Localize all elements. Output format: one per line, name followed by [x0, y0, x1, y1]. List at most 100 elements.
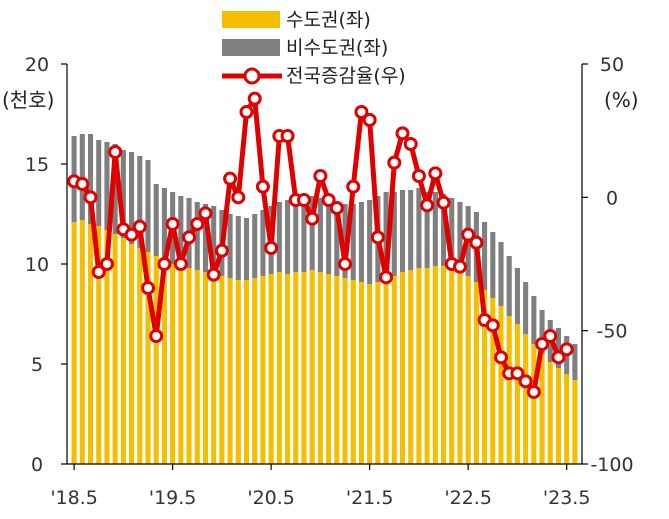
bar-noncapital: [555, 328, 562, 368]
bar-noncapital: [194, 202, 200, 270]
change-rate-point: [264, 241, 279, 255]
right-tick-label: 0: [606, 187, 618, 209]
bar-capital: [514, 324, 520, 464]
change-rate-point: [321, 193, 336, 207]
bar-noncapital: [399, 190, 406, 272]
bar-noncapital: [424, 192, 430, 268]
x-tick-label: '23.5: [543, 487, 591, 509]
bar-noncapital: [227, 214, 233, 278]
bar-noncapital: [506, 256, 512, 316]
change-rate-point: [83, 190, 98, 205]
change-rate-point: [362, 113, 377, 127]
change-rate-point: [526, 385, 541, 399]
bar-noncapital: [523, 282, 529, 334]
change-rate-point: [182, 230, 197, 245]
bar-capital: [334, 276, 340, 464]
bar-noncapital: [309, 196, 315, 270]
right-tick-label: -100: [590, 454, 633, 476]
bar-capital: [235, 280, 241, 464]
change-rate-point: [518, 374, 533, 389]
bar-capital: [252, 278, 258, 464]
change-rate-point: [485, 318, 500, 333]
change-rate-point: [313, 169, 328, 183]
bar-noncapital: [211, 206, 217, 274]
bar-noncapital: [293, 198, 299, 272]
bar-capital: [326, 274, 332, 464]
bar-noncapital: [449, 198, 455, 270]
change-rate-point: [543, 329, 558, 343]
bar-capital: [383, 278, 389, 464]
tick-labels: 0 5 10 15 20 -100 -50 0 50 '18.5 '19.5 '20.5 '21.5 '2…: [25, 54, 634, 509]
change-rate-point: [296, 193, 311, 207]
legend-swatch-capital: [222, 11, 280, 28]
bar-capital: [71, 222, 77, 464]
legend-label-noncapital: 비수도권(좌): [286, 37, 388, 59]
bar-capital: [358, 282, 364, 464]
bar-noncapital: [350, 204, 356, 280]
change-rate-point: [535, 337, 550, 351]
bar-capital: [367, 284, 373, 464]
change-rate-point: [91, 265, 106, 279]
change-rate-point: [420, 198, 435, 213]
bar-noncapital: [243, 218, 250, 280]
change-rate-point: [247, 91, 262, 106]
change-rate-point: [461, 227, 476, 242]
change-rate-point: [403, 137, 418, 151]
change-rate-point: [379, 270, 394, 285]
bar-capital: [120, 238, 126, 464]
bar-capital: [531, 344, 537, 464]
bar-capital: [104, 230, 110, 464]
change-rate-point: [559, 342, 574, 357]
x-tick-label: '18.5: [50, 487, 98, 509]
bar-capital: [342, 278, 348, 464]
bar-capital: [219, 276, 225, 464]
bar-noncapital: [153, 184, 159, 256]
change-rate-point: [255, 179, 270, 194]
bar-capital: [170, 264, 176, 464]
change-rate-point: [329, 201, 344, 215]
bar-noncapital: [498, 242, 504, 306]
bar-capital: [202, 272, 209, 464]
left-tick-label: 15: [25, 154, 49, 176]
bar-noncapital: [276, 202, 282, 272]
bar-noncapital: [96, 140, 102, 226]
bar-noncapital: [334, 202, 340, 276]
bar-capital: [506, 316, 512, 464]
bar-capital: [523, 334, 529, 464]
left-tick-label: 5: [31, 354, 43, 376]
bar-noncapital: [145, 160, 151, 252]
bar-capital: [145, 252, 151, 464]
change-rate-point: [346, 179, 361, 194]
change-rate-point: [132, 219, 147, 234]
bar-capital: [440, 266, 447, 464]
bar-capital: [424, 268, 430, 464]
legend-swatch-noncapital: [222, 39, 280, 56]
right-tick-label: -50: [596, 321, 627, 343]
axes: [61, 63, 588, 470]
change-rate-point: [411, 169, 426, 183]
bar-capital: [268, 274, 274, 464]
x-tick-label: '21.5: [346, 487, 394, 509]
bar-capital: [482, 290, 488, 464]
bar-noncapital: [490, 232, 496, 298]
change-rate-point: [190, 217, 205, 231]
bar-capital: [178, 266, 184, 464]
bar-capital: [317, 272, 323, 464]
bar-noncapital: [120, 150, 126, 238]
bar-capital: [243, 280, 250, 464]
line-layer: [67, 91, 574, 399]
bar-capital: [449, 270, 455, 464]
bar-noncapital: [383, 192, 389, 278]
bar-noncapital: [326, 200, 332, 274]
change-rate-point: [510, 366, 525, 381]
change-rate-point: [140, 281, 155, 295]
change-rate-point: [305, 211, 320, 226]
change-rate-point: [173, 257, 188, 271]
change-rate-point: [452, 259, 467, 274]
change-rate-point: [469, 235, 484, 250]
bar-capital: [432, 266, 438, 464]
change-rate-point: [75, 177, 90, 191]
legend: 수도권(좌) 비수도권(좌) 전국증감율(우): [222, 9, 406, 87]
x-tick-label: '19.5: [149, 487, 197, 509]
bar-capital: [194, 270, 200, 464]
